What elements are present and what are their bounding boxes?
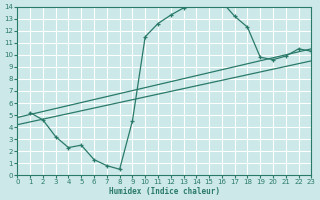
X-axis label: Humidex (Indice chaleur): Humidex (Indice chaleur)	[109, 187, 220, 196]
